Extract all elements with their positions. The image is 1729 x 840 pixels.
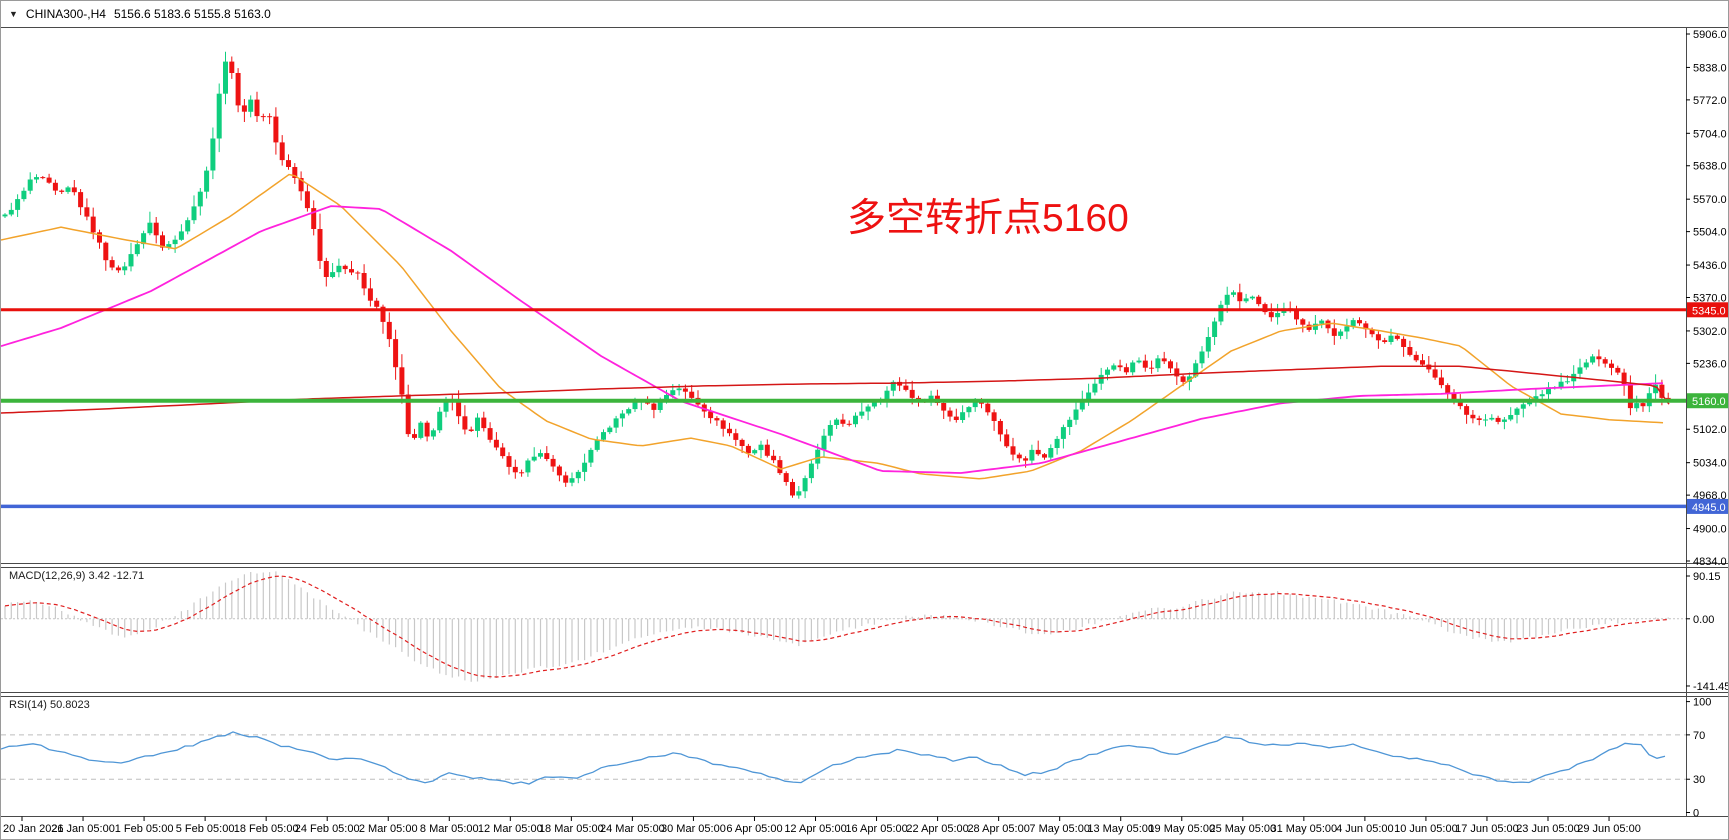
price-level-badge-label: 5345.0 xyxy=(1692,305,1726,317)
time-tick-label: 30 Mar 05:00 xyxy=(661,823,726,835)
time-tick-label: 6 Apr 05:00 xyxy=(726,823,782,835)
rsi-indicator-label: RSI(14) 50.8023 xyxy=(9,699,90,711)
rsi-plot xyxy=(1,731,1686,785)
price-tick-label: 5704.0 xyxy=(1693,128,1727,140)
time-tick-label: 24 Feb 05:00 xyxy=(295,823,360,835)
time-tick-label: 20 Jan 2021 xyxy=(3,823,64,835)
price-tick-label: 5102.0 xyxy=(1693,424,1727,436)
price-tick-label: 5302.0 xyxy=(1693,326,1727,338)
price-tick-label: 4900.0 xyxy=(1693,524,1727,536)
macd-tick-label: -141.45 xyxy=(1693,681,1729,693)
time-tick-label: 29 Jun 05:00 xyxy=(1577,823,1641,835)
price-tick-label: 5504.0 xyxy=(1693,227,1727,239)
time-tick-label: 10 Jun 05:00 xyxy=(1394,823,1458,835)
time-tick-label: 19 May 05:00 xyxy=(1148,823,1215,835)
mid-ma-line xyxy=(1,205,1664,474)
price-level-badge xyxy=(1687,393,1728,409)
price-tick-label: 5370.0 xyxy=(1693,292,1727,304)
candlesticks xyxy=(2,51,1671,499)
price-level-badge-label: 4945.0 xyxy=(1692,502,1726,514)
price-level-badge-label: 5160.0 xyxy=(1692,396,1726,408)
moving-average-lines xyxy=(1,173,1670,480)
price-tick-label: 5436.0 xyxy=(1693,260,1727,272)
macd-indicator-label: MACD(12,26,9) 3.42 -12.71 xyxy=(9,570,145,582)
price-axis[interactable]: 5906.0 5838.0 5772.0 5704.0 5638.0 5570.0 5504… xyxy=(1686,29,1729,820)
symbol-timeframe-label: CHINA300-,H4 xyxy=(25,7,106,21)
macd-plot xyxy=(1,571,1686,682)
time-tick-label: 18 Feb 05:00 xyxy=(234,823,299,835)
price-tick-label: 5034.0 xyxy=(1693,458,1727,470)
fast-ma-line xyxy=(1,173,1664,480)
time-tick-label: 4 Jun 05:00 xyxy=(1336,823,1394,835)
price-tick-label: 5838.0 xyxy=(1693,62,1727,74)
time-tick-label: 26 Jan 05:00 xyxy=(51,823,115,835)
macd-tick-label: 0.00 xyxy=(1693,614,1714,626)
ohlc-readout: 5156.6 5183.6 5155.8 5163.0 xyxy=(113,7,271,21)
time-tick-label: 5 Feb 05:00 xyxy=(176,823,235,835)
price-level-badge xyxy=(1687,498,1728,514)
panel-borders xyxy=(1,27,1728,817)
time-tick-label: 24 Mar 05:00 xyxy=(600,823,665,835)
time-tick-label: 1 Feb 05:00 xyxy=(115,823,174,835)
time-tick-label: 18 Mar 05:00 xyxy=(539,823,604,835)
price-tick-label: 5236.0 xyxy=(1693,358,1727,370)
time-tick-label: 13 May 05:00 xyxy=(1087,823,1154,835)
time-tick-label: 17 Jun 05:00 xyxy=(1455,823,1519,835)
time-tick-label: 8 Mar 05:00 xyxy=(420,823,479,835)
price-tick-label: 5638.0 xyxy=(1693,161,1727,173)
time-tick-label: 23 Jun 05:00 xyxy=(1516,823,1580,835)
slow-ma-line xyxy=(1,365,1670,414)
symbol-dropdown-icon[interactable]: ▼ xyxy=(9,9,18,19)
price-tick-label: 5570.0 xyxy=(1693,194,1727,206)
time-tick-label: 16 Apr 05:00 xyxy=(845,823,907,835)
macd-tick-label: 90.15 xyxy=(1693,571,1721,583)
time-tick-label: 12 Apr 05:00 xyxy=(784,823,846,835)
time-tick-label: 31 May 05:00 xyxy=(1271,823,1338,835)
price-tick-label: 5772.0 xyxy=(1693,95,1727,107)
time-tick-label: 22 Apr 05:00 xyxy=(906,823,968,835)
macd-signal-line xyxy=(4,575,1669,678)
rsi-tick-label: 100 xyxy=(1693,697,1711,709)
annotation-text: 多空转折点5160 xyxy=(847,197,1129,240)
rsi-tick-label: 30 xyxy=(1693,774,1705,786)
chart-title-bar: ▼ CHINA300-,H4 5156.6 5183.6 5155.8 5163… xyxy=(9,7,271,21)
time-tick-label: 28 Apr 05:00 xyxy=(967,823,1029,835)
price-tick-label: 4834.0 xyxy=(1693,556,1727,568)
price-level-badge xyxy=(1687,302,1728,318)
rsi-tick-label: 0 xyxy=(1693,808,1699,820)
time-tick-label: 2 Mar 05:00 xyxy=(359,823,418,835)
price-level-lines xyxy=(1,308,1686,509)
price-tick-label: 5906.0 xyxy=(1693,29,1727,41)
rsi-tick-label: 70 xyxy=(1693,730,1705,742)
time-tick-label: 25 May 05:00 xyxy=(1209,823,1276,835)
time-tick-label: 12 Mar 05:00 xyxy=(478,823,543,835)
rsi-line xyxy=(1,731,1666,785)
time-tick-label: 7 May 05:00 xyxy=(1029,823,1090,835)
